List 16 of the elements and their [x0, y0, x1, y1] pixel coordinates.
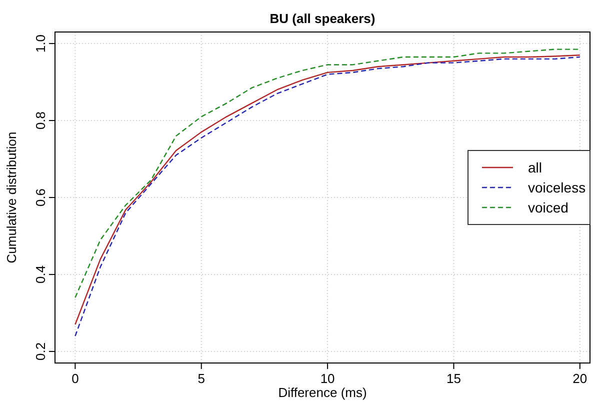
x-tick-label: 0: [72, 371, 79, 386]
x-axis-title: Difference (ms): [278, 385, 367, 400]
y-tick-label: 0.8: [33, 111, 48, 130]
y-axis-title: Cumulative distribution: [4, 132, 19, 264]
y-tick-label: 0.4: [33, 265, 48, 284]
x-tick-label: 10: [320, 371, 335, 386]
chart-title: BU (all speakers): [270, 11, 376, 26]
legend-label: voiced: [528, 200, 568, 216]
x-tick-label: 20: [572, 371, 588, 386]
legend-label: all: [528, 160, 542, 176]
x-tick-label: 15: [446, 371, 461, 386]
y-tick-label: 1.0: [33, 34, 48, 53]
x-tick-label: 5: [198, 371, 205, 386]
y-tick-label: 0.2: [33, 342, 48, 360]
legend-label: voiceless: [528, 180, 586, 196]
y-tick-label: 0.6: [33, 188, 48, 207]
